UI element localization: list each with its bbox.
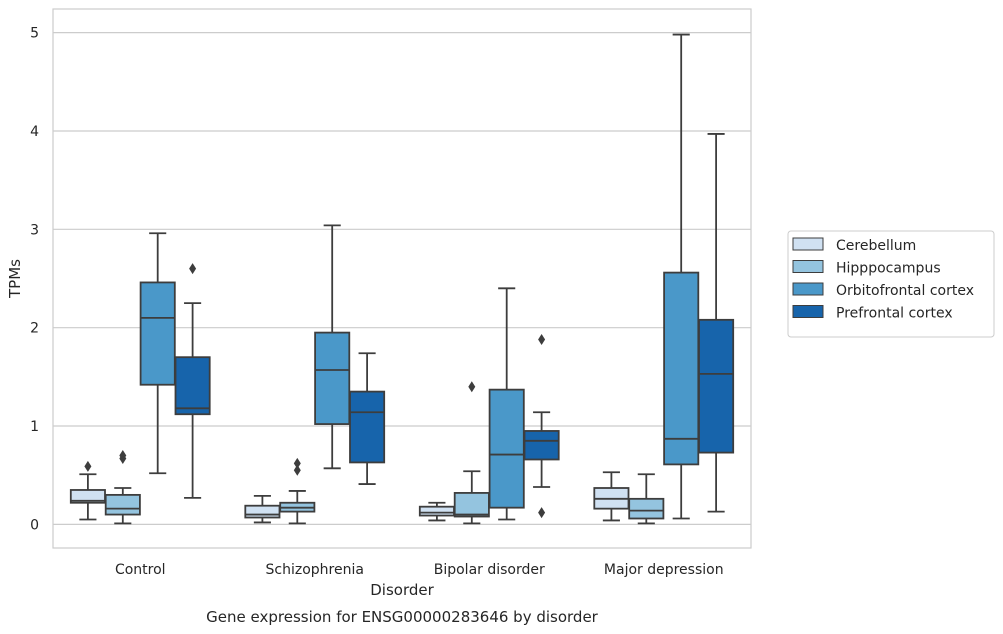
y-tick-label: 1	[30, 419, 39, 435]
box-iqr	[174, 356, 211, 416]
box-cerebellum	[418, 501, 455, 522]
outlier-point	[119, 450, 127, 462]
y-axis-label: TPMs	[6, 259, 24, 299]
box-prefrontal-cortex	[174, 263, 211, 499]
x-tick-label: Schizophrenia	[266, 562, 364, 578]
legend-label: Cerebellum	[836, 238, 916, 254]
box-iqr	[418, 505, 455, 517]
legend-label: Orbitofrontal cortex	[836, 283, 974, 299]
outlier-point	[538, 333, 546, 345]
box-iqr	[523, 430, 560, 461]
legend-swatch	[792, 260, 824, 273]
outlier-point	[189, 263, 197, 275]
box-orbitofrontal-cortex	[488, 287, 525, 521]
box-cerebellum	[69, 460, 106, 521]
box-orbitofrontal-cortex	[139, 232, 176, 475]
box-prefrontal-cortex	[698, 133, 735, 513]
box-iqr	[698, 318, 735, 454]
box-hipppocampus	[279, 457, 316, 525]
outlier-point	[293, 464, 301, 476]
legend-swatch	[792, 237, 824, 251]
legend-swatch	[792, 305, 824, 318]
box-iqr	[349, 390, 386, 464]
box-iqr	[488, 388, 525, 509]
y-tick-label: 5	[30, 26, 39, 42]
box-iqr	[244, 504, 281, 519]
y-tick-labels: 0 1 2 3 4 5	[30, 26, 39, 534]
box-iqr	[663, 271, 700, 466]
box-iqr	[314, 331, 351, 425]
box-iqr	[628, 497, 665, 520]
outlier-point	[293, 457, 301, 469]
box-hipppocampus	[104, 450, 141, 525]
box-cerebellum	[244, 494, 281, 524]
legend-frame	[787, 230, 995, 338]
outlier-point	[84, 460, 92, 472]
box-hipppocampus	[453, 381, 490, 525]
legend: Cerebellum Hipppocampus Orbitofrontal cort…	[787, 230, 995, 338]
outlier-point	[468, 381, 476, 393]
legend-label: Prefrontal cortex	[836, 306, 953, 322]
box-layer	[69, 33, 735, 525]
legend-swatch	[792, 282, 824, 296]
box-iqr	[453, 492, 490, 518]
x-tick-label: Bipolar disorder	[434, 562, 545, 578]
box-prefrontal-cortex	[523, 333, 560, 519]
box-cerebellum	[593, 471, 630, 522]
box-orbitofrontal-cortex	[663, 33, 700, 520]
plot-frame	[52, 8, 752, 549]
outlier-point	[538, 507, 546, 519]
legend-label: Hipppocampus	[836, 261, 941, 277]
x-axis-label: Disorder	[370, 581, 434, 599]
y-tick-label: 3	[30, 222, 39, 238]
y-tick-label: 0	[30, 517, 39, 533]
box-hipppocampus	[628, 473, 665, 525]
box-iqr	[104, 493, 141, 516]
x-tick-labels: Control Schizophrenia Bipolar disorder Majo…	[115, 562, 724, 578]
chart-caption: Gene expression for ENSG00000283646 by d…	[206, 608, 599, 626]
box-iqr	[139, 281, 176, 386]
x-tick-label: Major depression	[604, 562, 724, 578]
box-orbitofrontal-cortex	[314, 224, 351, 470]
y-tick-label: 4	[30, 124, 39, 140]
x-tick-label: Control	[115, 562, 166, 578]
box-prefrontal-cortex	[349, 352, 386, 485]
y-tick-label: 2	[30, 321, 39, 337]
